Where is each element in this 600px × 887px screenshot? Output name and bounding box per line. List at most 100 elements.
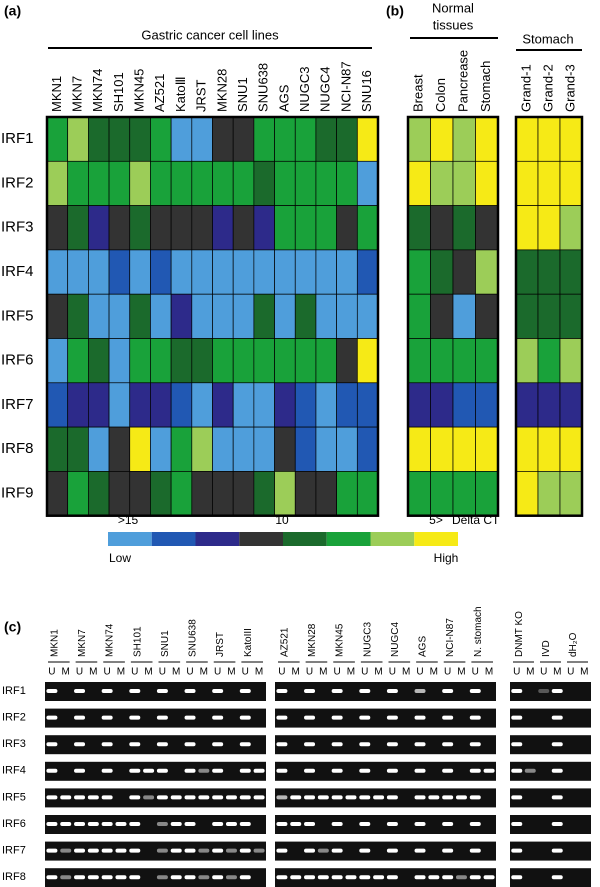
heat-cell	[407, 116, 431, 162]
heat-cell	[336, 382, 358, 428]
legend-high: High	[434, 551, 459, 565]
gel-band	[511, 715, 523, 720]
gel-band	[143, 795, 155, 800]
heat-cell	[46, 338, 69, 384]
gel-band	[212, 822, 224, 826]
gel-band	[254, 742, 265, 746]
heat-cell	[88, 205, 110, 251]
lane-label: NUGC4	[390, 622, 401, 657]
heat-cell	[108, 249, 131, 295]
gel-band	[184, 848, 196, 853]
gel-band	[184, 689, 196, 693]
gel-strip	[510, 735, 591, 755]
heat-cell	[315, 471, 337, 517]
heat-cell	[232, 293, 255, 339]
panel-label: (c)	[4, 619, 21, 635]
lane-u: U	[472, 667, 479, 678]
lane-m: M	[227, 667, 235, 678]
heat-cell	[253, 471, 275, 517]
gel-band	[455, 875, 467, 880]
gel-band	[538, 849, 549, 853]
heat-cell	[191, 249, 213, 295]
heat-cell	[67, 471, 89, 517]
panel-title: Gastric cancer cell lines	[141, 27, 279, 42]
gel-band	[225, 795, 237, 800]
heat-cell	[475, 471, 499, 517]
gel-band	[184, 768, 196, 773]
gel-band	[442, 822, 454, 826]
heat-cell	[108, 160, 131, 206]
heat-cell	[537, 471, 561, 517]
legend-swatch	[239, 532, 283, 546]
heat-cell	[515, 471, 539, 517]
heat-cell	[129, 293, 151, 339]
gel-band	[538, 769, 549, 773]
heat-cell	[170, 471, 193, 517]
gel-band	[401, 716, 412, 720]
gel-band	[184, 742, 196, 747]
gel-band	[88, 769, 99, 773]
heat-cell	[67, 160, 89, 206]
gel-band	[386, 715, 398, 720]
heat-cell	[475, 160, 499, 206]
heatmap-frame	[406, 115, 500, 517]
heat-cell	[559, 249, 583, 295]
gel-band	[170, 795, 182, 800]
gel-band	[414, 848, 426, 853]
lane-label: dH₂O	[568, 632, 579, 657]
heat-cell	[294, 249, 317, 295]
gel-band	[428, 769, 439, 773]
gel-band	[156, 742, 168, 747]
gel-band	[290, 875, 302, 880]
gel-band	[276, 742, 288, 747]
lane-u: U	[540, 667, 547, 678]
row-label: IRF8	[1, 440, 34, 457]
heat-cell	[294, 293, 317, 339]
heat-cell	[294, 205, 317, 251]
gel-band	[143, 716, 154, 720]
heat-cell	[407, 293, 431, 339]
heat-cell	[212, 205, 234, 251]
lane-u: U	[278, 667, 285, 678]
heat-cell	[253, 382, 275, 428]
heat-cell	[475, 293, 499, 339]
gel-row-label: IRF5	[2, 791, 26, 803]
gel-band	[511, 795, 523, 800]
heat-cell	[108, 382, 131, 428]
heat-cell	[537, 160, 561, 206]
heat-cell	[515, 116, 539, 162]
legend-swatch	[151, 532, 196, 546]
gel-band	[304, 848, 316, 853]
gel-band	[428, 822, 439, 826]
gel-strip	[275, 841, 496, 861]
lane-label: MKN28	[307, 623, 318, 657]
gel-band	[469, 715, 481, 720]
gel-band	[101, 848, 113, 853]
gel-band	[318, 716, 329, 720]
heat-cell	[170, 382, 193, 428]
gel-band	[442, 768, 454, 773]
heat-cell	[67, 205, 89, 251]
gel-band	[46, 822, 58, 826]
gel-band	[428, 742, 439, 746]
heat-cell	[129, 249, 151, 295]
gel-band	[331, 875, 343, 880]
heat-cell	[430, 293, 454, 339]
gel-band	[101, 689, 113, 693]
heat-cell	[67, 426, 89, 472]
heat-cell	[537, 382, 561, 428]
gel-band	[414, 715, 426, 720]
heat-cell	[407, 426, 431, 472]
gel-band	[276, 689, 288, 693]
heat-cell	[407, 205, 431, 251]
gel-band	[484, 716, 495, 720]
gel-band	[538, 795, 549, 799]
column-label: MKN74	[90, 69, 105, 112]
gel-band	[525, 822, 536, 826]
heat-cell	[232, 426, 255, 472]
gel-band	[551, 742, 563, 747]
gel-band	[318, 689, 329, 693]
heat-cell	[336, 160, 358, 206]
gel-band	[401, 769, 412, 773]
gel-band	[579, 742, 590, 746]
